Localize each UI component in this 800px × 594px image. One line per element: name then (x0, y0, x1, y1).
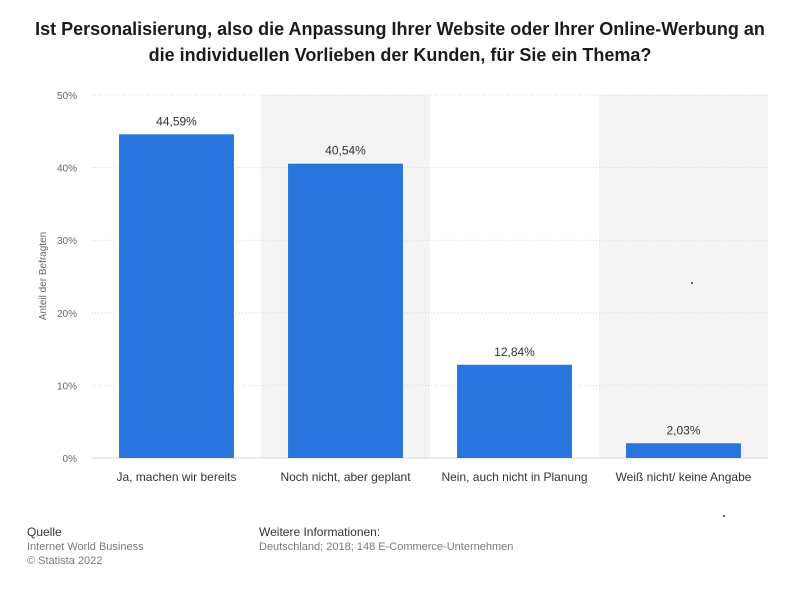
info-text: Deutschland; 2018; 148 E-Commerce-Untern… (259, 541, 514, 553)
value-label: 44,59% (156, 114, 197, 128)
info-heading: Weitere Informationen: (259, 525, 381, 539)
chart-title: Ist Personalisierung, also die Anpassung… (35, 19, 765, 65)
y-tick-label: 30% (57, 236, 77, 247)
copyright-line: © Statista 2022 (27, 555, 103, 567)
bar (288, 163, 403, 458)
decorative-dot (723, 515, 725, 517)
decorative-dot (691, 282, 693, 284)
y-tick-label: 40% (57, 164, 77, 175)
source-heading: Quelle (27, 525, 62, 539)
y-axis-ticks: 0% 10% 20% 30% 40% 50% (57, 91, 77, 465)
x-axis-labels: Ja, machen wir bereits Noch nicht, aber g… (116, 470, 751, 484)
value-label: 40,54% (325, 144, 366, 158)
value-labels: 44,59% 40,54% 12,84% 2,03% (156, 114, 701, 437)
source-block: Quelle Internet World Business © Statist… (27, 525, 144, 568)
x-tick-label: Ja, machen wir bereits (116, 470, 236, 484)
y-tick-label: 50% (57, 91, 77, 102)
x-tick-label: Nein, auch nicht in Planung (441, 470, 587, 484)
y-tick-label: 10% (57, 381, 77, 392)
bar (119, 134, 234, 458)
info-block: Weitere Informationen: Deutschland; 2018… (259, 525, 513, 554)
bar (457, 364, 572, 458)
value-label: 2,03% (666, 423, 700, 437)
x-tick-label: Noch nicht, aber geplant (280, 470, 411, 484)
y-axis-label: Anteil der Befragten (38, 232, 49, 320)
source-line: Internet World Business (27, 541, 144, 553)
value-label: 12,84% (494, 345, 535, 359)
y-tick-label: 0% (63, 454, 78, 465)
y-tick-label: 20% (57, 309, 77, 320)
plot-band (599, 95, 768, 458)
bar (626, 443, 741, 458)
bars (119, 134, 741, 458)
x-tick-label: Weiß nicht/ keine Angabe (616, 470, 752, 484)
